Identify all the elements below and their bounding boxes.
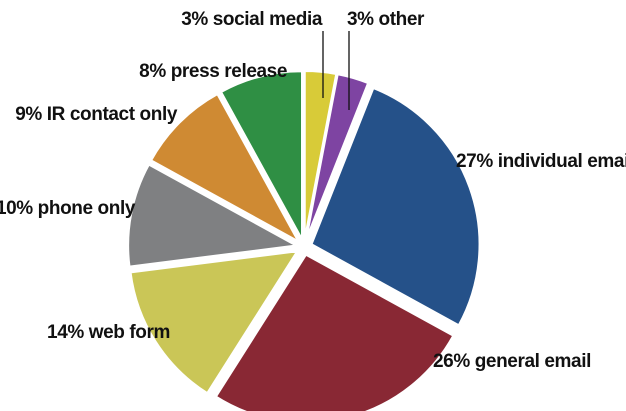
slice-label-web-form: 14% web form xyxy=(47,322,170,343)
pie-slice-social-media xyxy=(303,70,338,240)
label-leaders xyxy=(322,31,350,110)
slice-label-press-release: 8% press release xyxy=(139,61,287,82)
pie-slice-phone-only xyxy=(127,163,300,268)
slice-labels: 3% social media 3% other 27% individual … xyxy=(0,9,626,372)
slice-label-social-media: 3% social media xyxy=(181,9,323,30)
slice-label-general-email: 26% general email xyxy=(433,351,591,372)
pie-slice-other xyxy=(305,73,370,240)
pie-slice-press-release xyxy=(219,70,304,240)
slice-label-other: 3% other xyxy=(347,9,425,30)
slice-label-phone-only: 10% phone only xyxy=(0,198,136,219)
pie-slices xyxy=(127,70,481,411)
slice-label-individual-email: 27% individual email xyxy=(456,151,626,172)
slice-label-ir-contact-only: 9% IR contact only xyxy=(15,104,178,125)
pie-slice-web-form xyxy=(129,250,300,395)
pie-slice-individual-email xyxy=(310,86,481,327)
pie-slice-ir-contact-only xyxy=(149,92,301,244)
